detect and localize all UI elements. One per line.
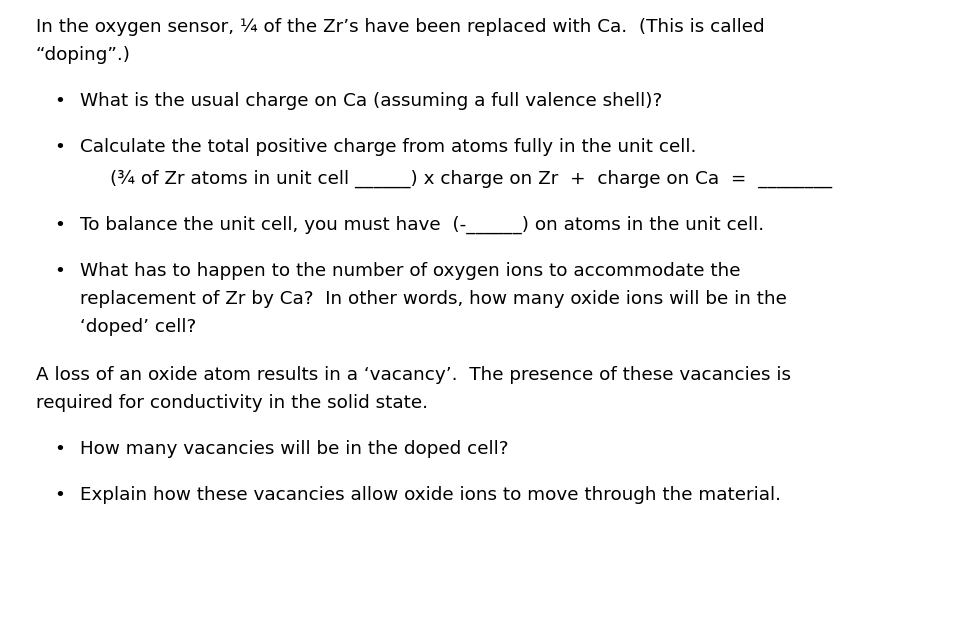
Text: In the oxygen sensor, ¼ of the Zr’s have been replaced with Ca.  (This is called: In the oxygen sensor, ¼ of the Zr’s have… <box>36 18 764 36</box>
Text: “doping”.): “doping”.) <box>36 46 131 64</box>
Text: Calculate the total positive charge from atoms fully in the unit cell.: Calculate the total positive charge from… <box>80 138 696 156</box>
Text: •: • <box>54 216 65 234</box>
Text: •: • <box>54 138 65 156</box>
Text: •: • <box>54 440 65 458</box>
Text: required for conductivity in the solid state.: required for conductivity in the solid s… <box>36 394 428 412</box>
Text: •: • <box>54 486 65 504</box>
Text: To balance the unit cell, you must have  (-______) on atoms in the unit cell.: To balance the unit cell, you must have … <box>80 216 764 234</box>
Text: •: • <box>54 92 65 110</box>
Text: ‘doped’ cell?: ‘doped’ cell? <box>80 318 196 336</box>
Text: (¾ of Zr atoms in unit cell ______) x charge on Zr  +  charge on Ca  =  ________: (¾ of Zr atoms in unit cell ______) x ch… <box>110 170 833 188</box>
Text: What has to happen to the number of oxygen ions to accommodate the: What has to happen to the number of oxyg… <box>80 262 741 280</box>
Text: What is the usual charge on Ca (assuming a full valence shell)?: What is the usual charge on Ca (assuming… <box>80 92 662 110</box>
Text: A loss of an oxide atom results in a ‘vacancy’.  The presence of these vacancies: A loss of an oxide atom results in a ‘va… <box>36 366 791 384</box>
Text: •: • <box>54 262 65 280</box>
Text: replacement of Zr by Ca?  In other words, how many oxide ions will be in the: replacement of Zr by Ca? In other words,… <box>80 290 787 308</box>
Text: Explain how these vacancies allow oxide ions to move through the material.: Explain how these vacancies allow oxide … <box>80 486 781 504</box>
Text: How many vacancies will be in the doped cell?: How many vacancies will be in the doped … <box>80 440 509 458</box>
